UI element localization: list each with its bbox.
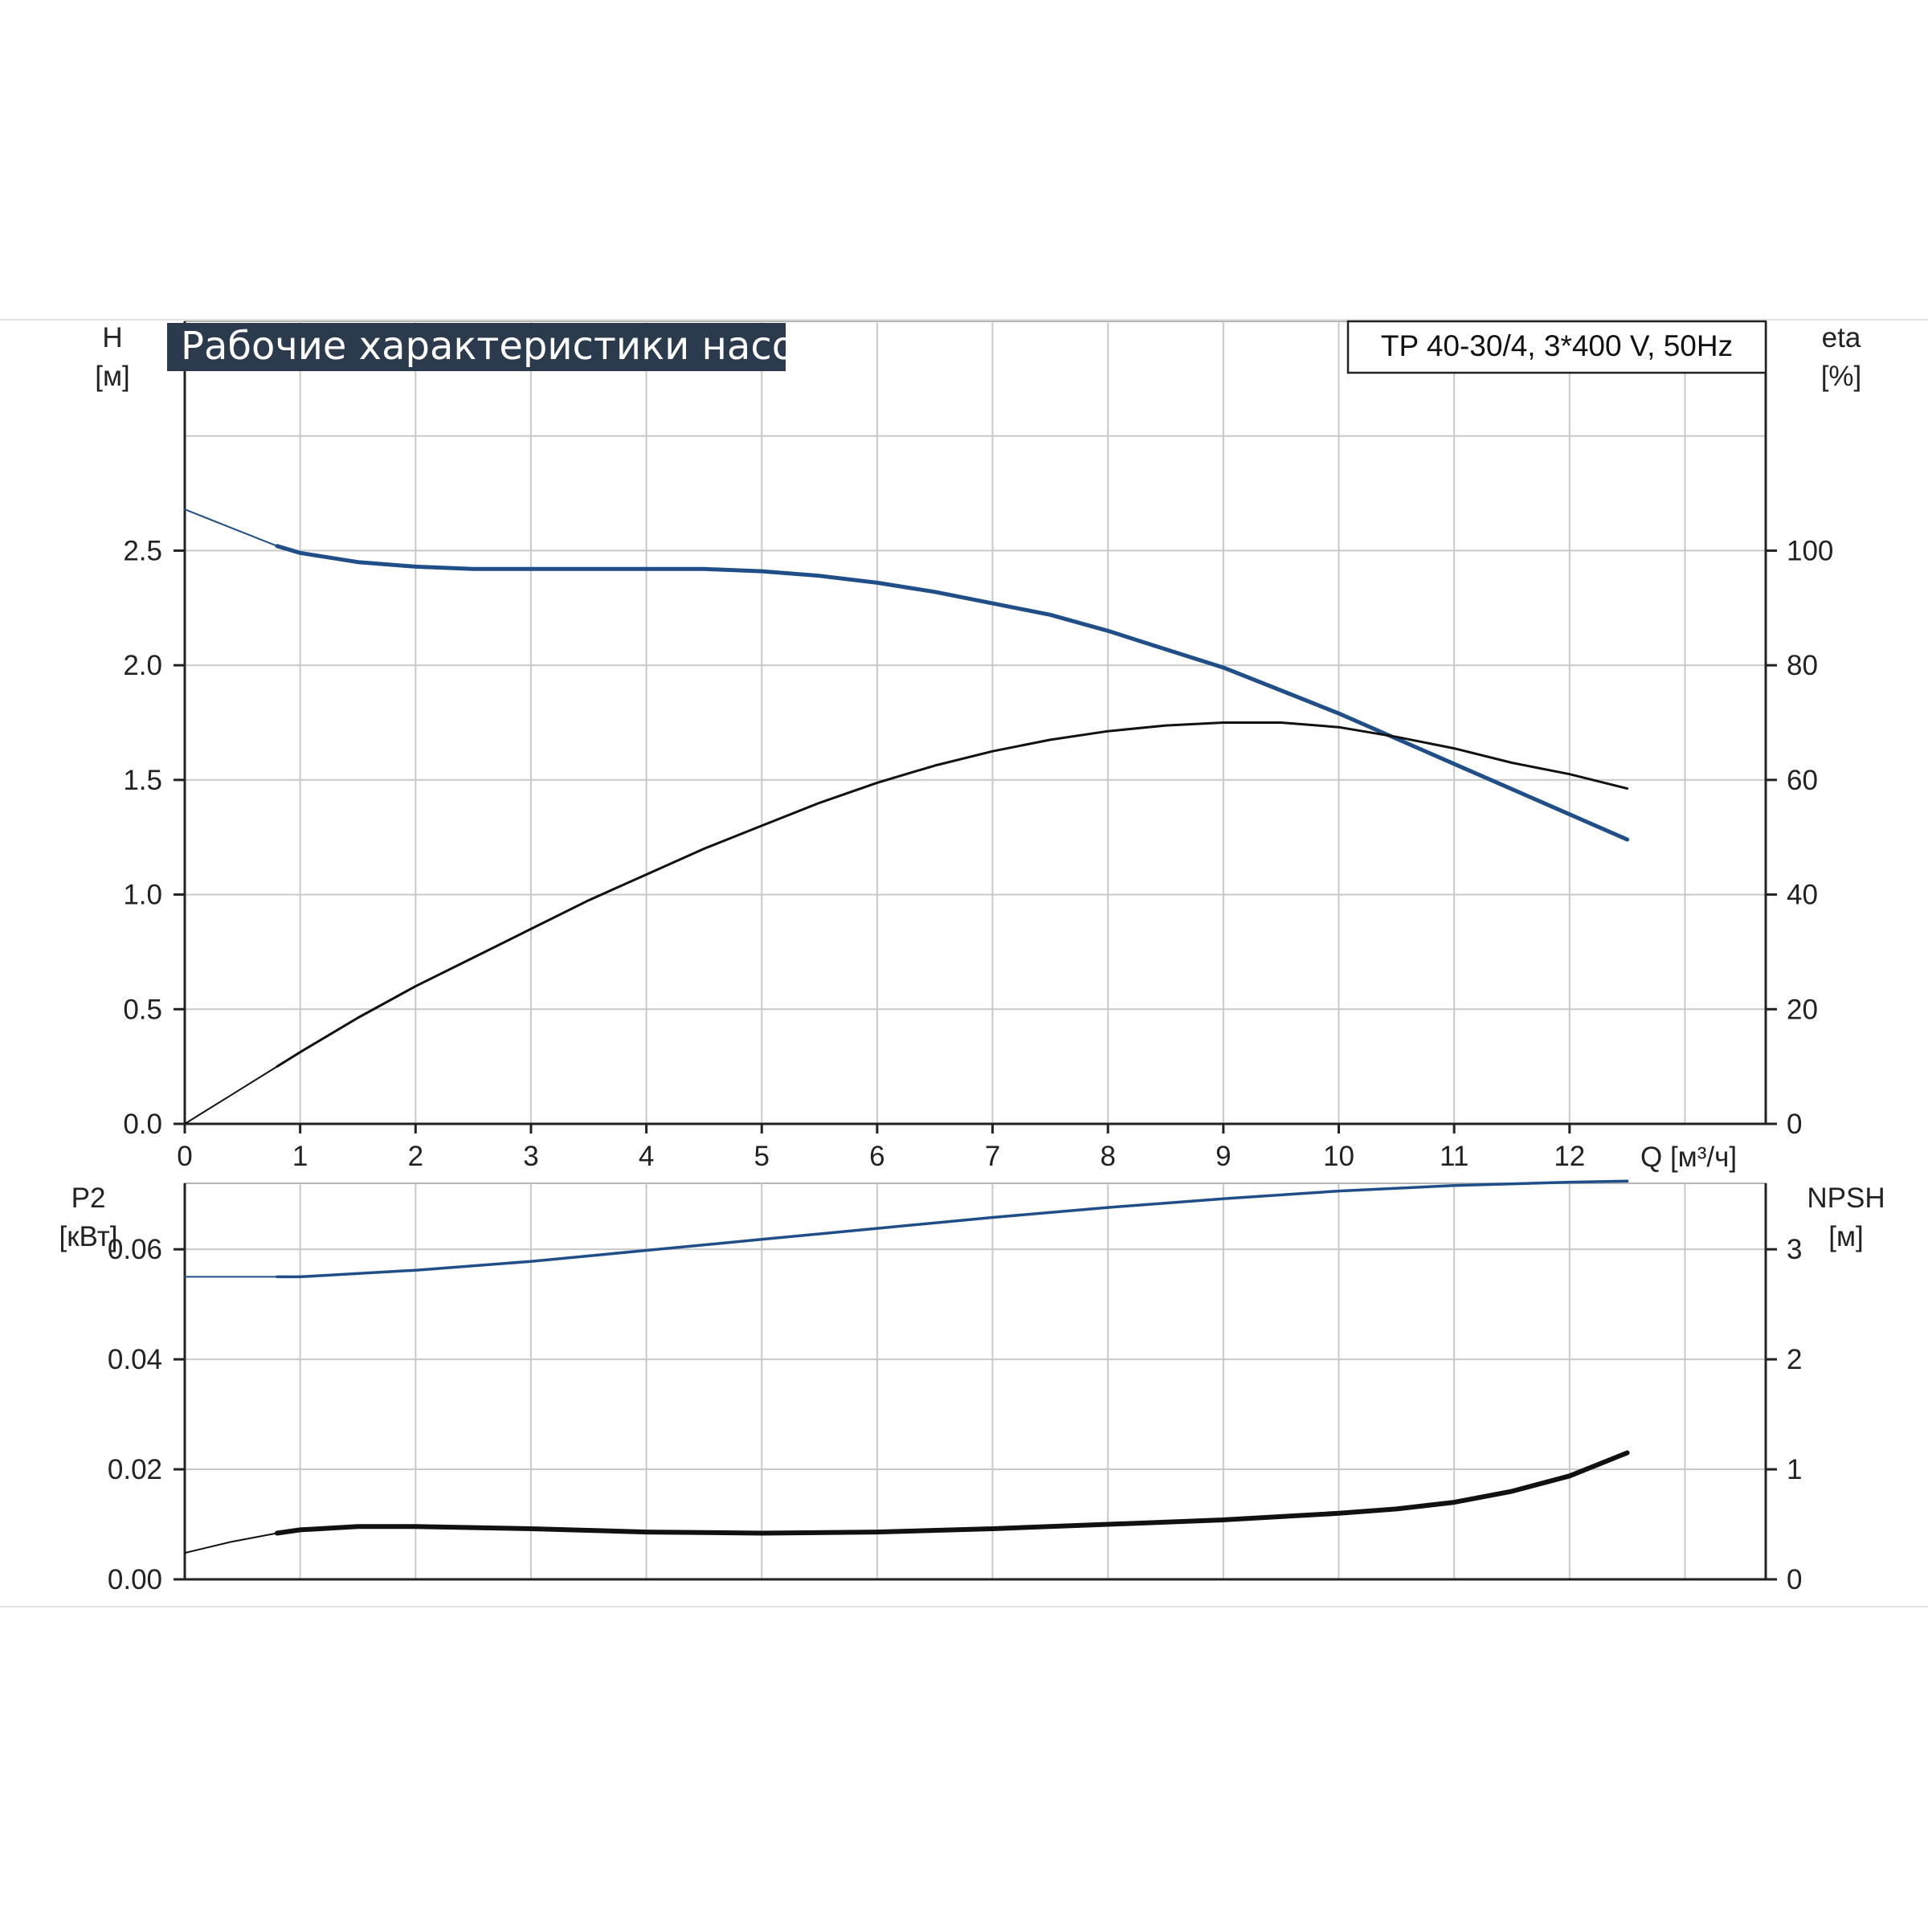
x-tick-label: 7 bbox=[985, 1141, 1000, 1172]
y-left-tick-label: 2.5 bbox=[123, 535, 162, 566]
y-left-label-top: H bbox=[102, 322, 122, 353]
series-npsh-leadin bbox=[184, 1532, 278, 1554]
series-eta-leadin bbox=[184, 1065, 278, 1125]
y-left-tick-label: 1.5 bbox=[123, 765, 162, 796]
bottom-panel-grid bbox=[183, 1182, 1767, 1581]
series-h-leadin bbox=[184, 509, 278, 547]
series-h-line bbox=[275, 544, 1630, 842]
plot-frame bbox=[184, 1182, 1767, 1580]
y-left-tick-label: 0.02 bbox=[108, 1454, 162, 1485]
y-right-unit-bottom: [м] bbox=[1828, 1221, 1864, 1252]
y-right-label-bottom: NPSH bbox=[1807, 1182, 1885, 1214]
y-right-tick-label: 3 bbox=[1787, 1234, 1802, 1265]
x-tick-label: 3 bbox=[523, 1141, 538, 1172]
plot-frame bbox=[184, 321, 1767, 1125]
model-label: TP 40-30/4, 3*400 V, 50Hz bbox=[1381, 329, 1733, 362]
chart-title-box bbox=[167, 323, 786, 371]
x-tick-label: 4 bbox=[639, 1141, 654, 1172]
y-right-unit-top: [%] bbox=[1821, 361, 1862, 392]
y-left-tick-label: 0.04 bbox=[108, 1344, 162, 1375]
y-right-tick-label: 40 bbox=[1787, 880, 1818, 911]
chart-title: Рабочие характеристики насоса bbox=[181, 324, 840, 369]
x-tick-label: 10 bbox=[1323, 1141, 1354, 1172]
series-eta-line bbox=[276, 721, 1629, 1068]
y-right-label-top: eta bbox=[1822, 322, 1861, 353]
x-tick-label: 5 bbox=[754, 1141, 770, 1172]
y-left-tick-label: 0.5 bbox=[123, 994, 162, 1025]
x-tick-label: 11 bbox=[1440, 1141, 1468, 1172]
y-right-tick-label: 60 bbox=[1787, 765, 1818, 796]
y-left-label-bottom: P2 bbox=[71, 1182, 106, 1214]
x-tick-label: 8 bbox=[1100, 1141, 1115, 1172]
y-left-unit-bottom: [кВт] bbox=[59, 1221, 118, 1252]
series-npsh-line bbox=[274, 1450, 1630, 1536]
top-panel-curves bbox=[184, 509, 1630, 1125]
y-left-unit-top: [м] bbox=[95, 361, 130, 392]
x-tick-label: 6 bbox=[869, 1141, 884, 1172]
y-right-tick-label: 100 bbox=[1787, 535, 1833, 566]
top-panel-grid bbox=[183, 321, 1767, 1125]
series-p2-line bbox=[276, 1179, 1629, 1279]
x-tick-label: 1 bbox=[292, 1141, 308, 1172]
y-left-tick-label: 0.0 bbox=[123, 1109, 162, 1140]
model-label-box bbox=[1346, 320, 1767, 374]
y-right-tick-label: 20 bbox=[1787, 994, 1818, 1025]
x-tick-label: 9 bbox=[1215, 1141, 1231, 1172]
y-left-tick-label: 0.06 bbox=[108, 1234, 162, 1265]
y-right-tick-label: 80 bbox=[1787, 650, 1818, 681]
y-left-tick-label: 1.0 bbox=[123, 880, 162, 911]
y-right-tick-label: 1 bbox=[1787, 1454, 1802, 1485]
y-left-tick-label: 2.0 bbox=[123, 650, 162, 681]
x-tick-label: 0 bbox=[177, 1141, 192, 1172]
x-tick-label: 12 bbox=[1554, 1141, 1585, 1172]
bottom-panel-ticks: 0.00 0.02 0.04 0.06 0 1 2 3 bbox=[108, 1234, 1803, 1595]
x-axis-label: Q [м³/ч] bbox=[1640, 1142, 1737, 1173]
bottom-panel-curves bbox=[184, 1179, 1630, 1554]
y-right-tick-label: 0 bbox=[1787, 1564, 1802, 1595]
x-tick-label: 2 bbox=[408, 1141, 423, 1172]
y-left-tick-label: 0.00 bbox=[108, 1564, 162, 1595]
y-right-tick-label: 2 bbox=[1787, 1344, 1802, 1375]
y-right-tick-label: 0 bbox=[1787, 1109, 1802, 1140]
